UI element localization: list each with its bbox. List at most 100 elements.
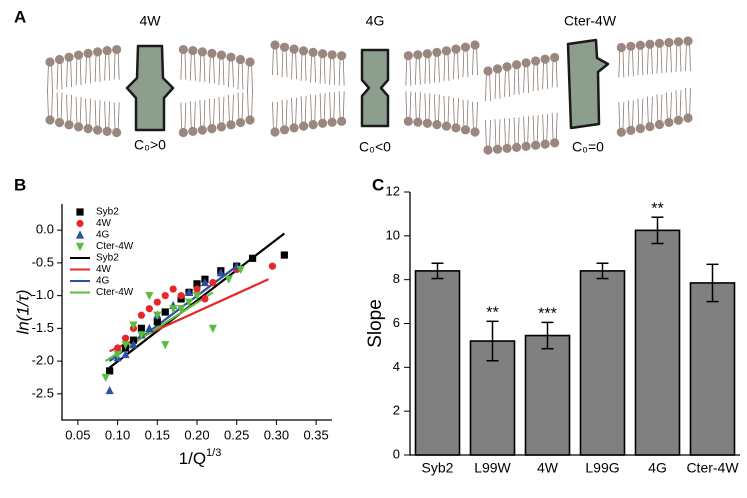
lipid-tail: [485, 70, 487, 102]
point: [137, 331, 146, 340]
lipid-head: [327, 50, 337, 60]
lipid-tail: [209, 53, 211, 84]
lipid-head: [318, 49, 328, 59]
point: [129, 321, 138, 330]
lipid-head: [635, 123, 645, 134]
lipid-head: [502, 62, 512, 72]
lipid-tail: [546, 59, 549, 90]
point: [121, 349, 130, 359]
lipid-tail: [414, 92, 417, 123]
lipid-head: [188, 45, 198, 56]
y-tick-label: 6: [393, 315, 400, 330]
point: [153, 298, 161, 306]
point: [105, 385, 114, 395]
lipid-head: [102, 45, 112, 56]
lipid-tail: [323, 53, 326, 84]
lipid-tail: [232, 94, 234, 125]
lipid-head: [270, 40, 280, 50]
point: [208, 324, 217, 333]
lipid-tail: [85, 53, 87, 84]
x-tick-label: 0.35: [303, 427, 328, 442]
x-tick-label: 0.25: [224, 427, 249, 442]
lipid-tail: [504, 118, 506, 149]
lipid-tail: [627, 46, 630, 77]
lipid-head: [216, 122, 227, 132]
lipid-tail: [272, 44, 274, 76]
lipid-tail: [508, 66, 510, 97]
bar: [524, 334, 571, 456]
x-tick-label: 4W: [537, 460, 559, 476]
lipid-head: [550, 52, 560, 63]
lipid-head: [235, 54, 246, 65]
lipid-tail: [472, 44, 474, 76]
lipid-tail: [418, 92, 421, 123]
point: [137, 311, 146, 319]
lipid-head: [403, 116, 413, 126]
point: [153, 311, 162, 320]
lipid-tail: [666, 42, 668, 73]
point: [161, 292, 169, 300]
lipid-tail: [104, 101, 107, 132]
lipid-head: [197, 125, 207, 135]
lipid-tail: [300, 96, 303, 127]
scatter-chart: 0.05 0.10 0.15 0.20 0.25 0.30 0.35 -2.5 -2.0 -1.5…: [13, 204, 332, 468]
point: [184, 287, 194, 296]
point: [177, 292, 185, 300]
legend-marker: [76, 208, 84, 216]
lipid-tail: [679, 90, 682, 121]
x-label-sup: 1/3: [206, 447, 221, 459]
lipid-tail: [457, 97, 459, 128]
lipid-tail: [295, 97, 297, 128]
lipid-tail: [536, 115, 539, 146]
lipid-tail: [443, 50, 446, 81]
lipid-tail: [428, 53, 431, 84]
lipid-tail: [651, 44, 653, 75]
lipid-head: [308, 119, 318, 130]
lipid-tail: [291, 97, 293, 128]
lipid-head: [93, 125, 103, 135]
lipid-head: [673, 37, 684, 47]
protein-label: 4W: [140, 13, 162, 29]
point: [169, 305, 178, 314]
lipid-tail: [542, 114, 545, 145]
lipid-tail: [329, 54, 332, 85]
lipid-head: [616, 42, 626, 53]
lipid-head: [664, 117, 674, 128]
lipid-tail: [453, 49, 455, 80]
lipid-head: [531, 56, 541, 66]
curvature-label: C₀<0: [359, 139, 391, 155]
legend-label: Syb2: [96, 207, 119, 218]
lipid-head: [645, 121, 655, 132]
lipid-tail: [555, 112, 558, 143]
panel-label: C: [372, 175, 384, 194]
bar: [579, 270, 626, 456]
lipid-head: [511, 60, 522, 70]
point: [193, 285, 201, 293]
lipid-tail: [193, 50, 196, 81]
lipid-tail: [685, 40, 687, 72]
lipid-head: [550, 138, 560, 148]
lipid-tail: [466, 99, 469, 130]
lipid-tail: [434, 94, 436, 125]
lipid-head: [654, 38, 665, 48]
lipid-tail: [689, 87, 691, 119]
point: [177, 305, 186, 314]
curvature-label: C₀=0: [572, 139, 604, 155]
point: [153, 318, 161, 326]
lipid-head: [511, 142, 522, 152]
lipid-tail: [333, 92, 336, 123]
lipid-tail: [504, 66, 506, 97]
lipid-tail: [622, 102, 625, 133]
lipid-tail: [342, 55, 345, 86]
lipid-tail: [637, 98, 640, 129]
lipid-head: [279, 42, 290, 52]
point: [161, 308, 169, 316]
lipid-tail: [685, 87, 687, 119]
lipid-tail: [66, 57, 68, 88]
lipid-head: [83, 48, 93, 58]
lipid-tail: [513, 117, 516, 148]
lipid-tail: [193, 101, 196, 132]
x-tick-label: 0.05: [65, 427, 90, 442]
point: [280, 251, 288, 259]
lipid-tail: [209, 98, 211, 129]
